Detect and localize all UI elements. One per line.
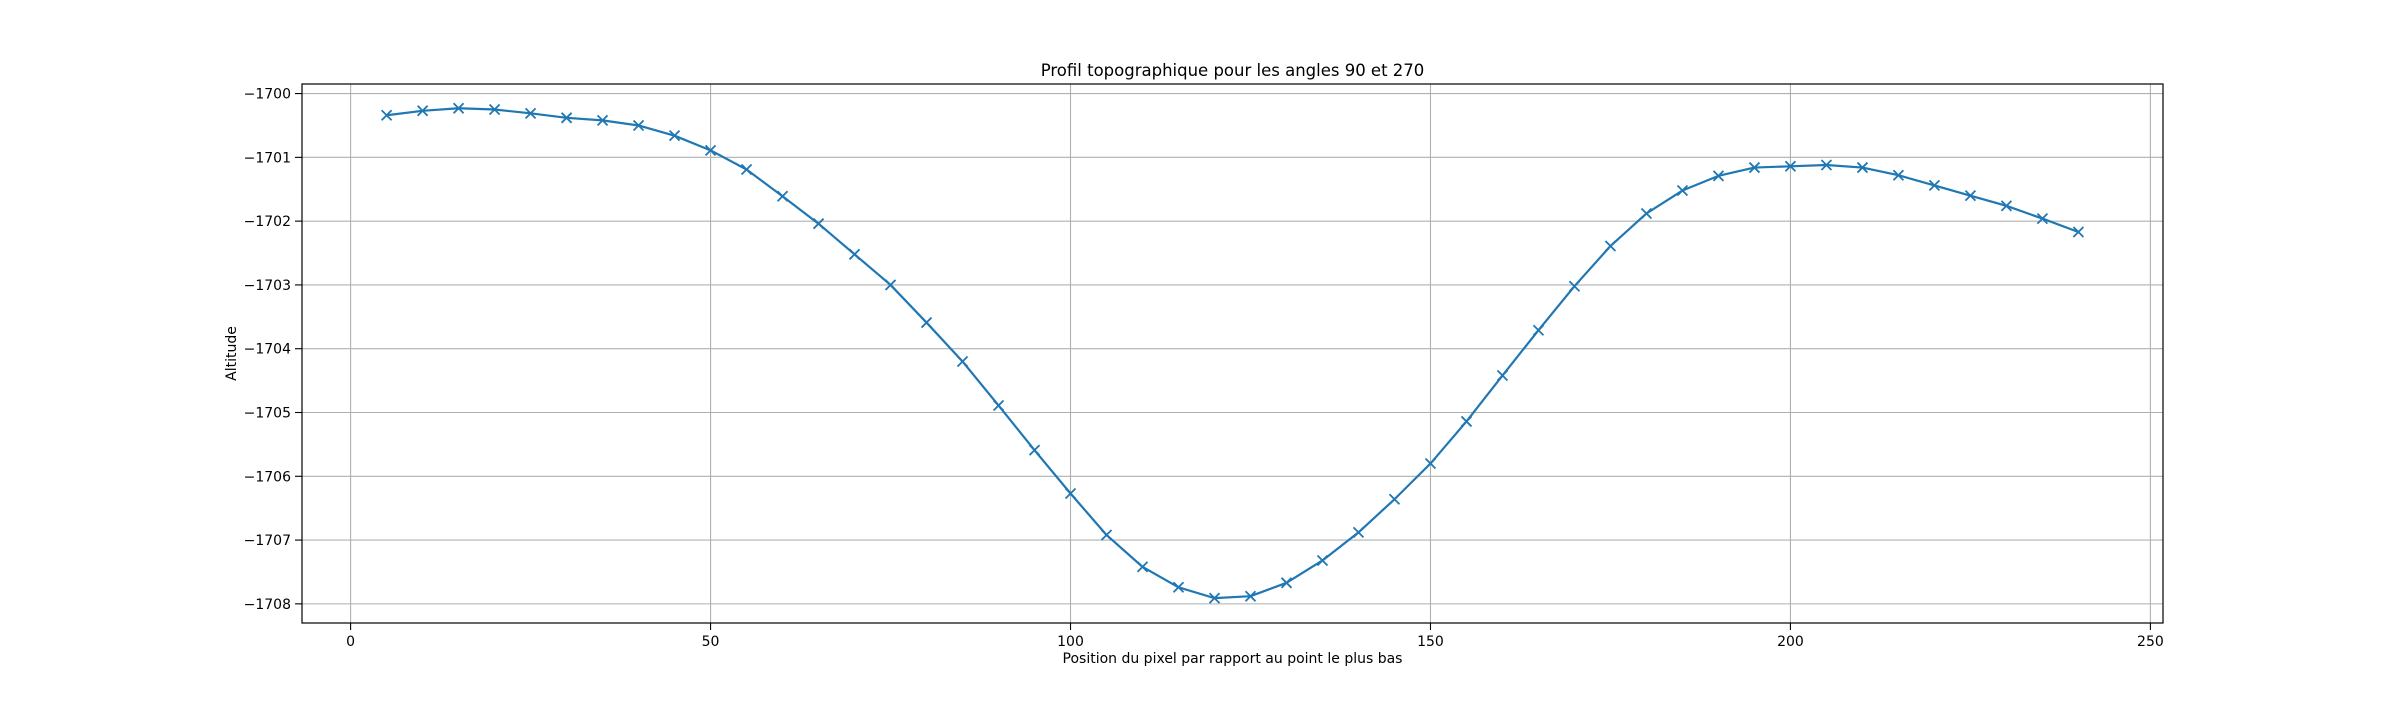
- grid-lines: [302, 84, 2163, 623]
- data-point-marker: [668, 130, 681, 142]
- data-point-marker: [1316, 554, 1329, 567]
- data-point-marker: [1208, 592, 1221, 604]
- plot-area-background: [302, 84, 2163, 623]
- axis-ticks: 0 50 100 150 200 250 −1708 −1707 −1706 −1705 −1704…: [244, 87, 2164, 650]
- data-point-marker: [1676, 184, 1689, 197]
- data-point-marker: [2036, 212, 2049, 225]
- data-point-marker: [776, 190, 789, 202]
- data-point-marker: [380, 109, 393, 121]
- data-point-marker: [1352, 526, 1365, 539]
- x-axis-label: Position du pixel par rapport au point l…: [1063, 651, 1403, 667]
- data-point-marker: [560, 112, 573, 124]
- data-point-marker: [1604, 240, 1617, 252]
- data-point-marker: [1028, 444, 1041, 456]
- data-point-marker: [1640, 207, 1653, 220]
- plot-frame: [301, 83, 2164, 624]
- data-point-marker: [740, 163, 753, 176]
- data-point-marker: [1064, 487, 1077, 500]
- data-point-marker: [1388, 493, 1401, 505]
- data-point-marker: [884, 279, 897, 291]
- data-point-marker: [1712, 170, 1725, 182]
- chart-title: Profil topographique pour les angles 90 …: [1041, 61, 1425, 80]
- y-tick-label: −1708: [244, 597, 291, 613]
- data-point-marker: [956, 355, 969, 368]
- x-tick-label: 100: [1057, 634, 1084, 650]
- y-tick-label: −1704: [244, 342, 291, 358]
- data-point-marker: [1964, 189, 1977, 202]
- data-point-marker: [812, 218, 825, 230]
- data-point-marker: [2072, 226, 2085, 238]
- data-point-marker: [1784, 160, 1797, 172]
- data-point-marker: [488, 103, 501, 116]
- y-tick-label: −1702: [244, 214, 291, 230]
- data-point-marker: [1820, 159, 1833, 171]
- data-point-marker: [1460, 415, 1473, 428]
- data-point-marker: [1244, 590, 1257, 602]
- y-tick-label: −1700: [244, 87, 291, 103]
- series-line: [385, 107, 2080, 600]
- data-point-marker: [596, 114, 609, 126]
- data-point-marker: [704, 144, 717, 156]
- x-tick-label: 50: [702, 634, 720, 650]
- y-tick-label: −1703: [244, 278, 291, 294]
- data-point-marker: [1532, 324, 1545, 336]
- data-point-marker: [2000, 200, 2013, 212]
- y-tick-label: −1706: [244, 469, 291, 485]
- data-point-marker: [416, 105, 429, 117]
- data-point-marker: [920, 316, 933, 329]
- data-point-marker: [524, 107, 537, 119]
- data-series: [380, 102, 2085, 604]
- data-point-marker: [1568, 280, 1581, 292]
- data-point-marker: [1100, 529, 1113, 541]
- data-point-marker: [1928, 179, 1941, 192]
- data-point-marker: [1136, 561, 1149, 573]
- y-axis-label: Altitude: [224, 326, 240, 381]
- data-point-marker: [1172, 581, 1185, 593]
- data-point-marker: [848, 248, 861, 260]
- data-point-marker: [1856, 161, 1869, 174]
- y-tick-label: −1707: [244, 533, 291, 549]
- data-point-marker: [992, 399, 1005, 412]
- x-tick-label: 0: [346, 634, 355, 650]
- data-point-marker: [1424, 457, 1437, 470]
- data-point-marker: [1280, 577, 1293, 589]
- data-point-marker: [452, 102, 465, 114]
- data-point-marker: [1748, 161, 1761, 174]
- x-tick-label: 200: [1777, 634, 1804, 650]
- y-tick-label: −1701: [244, 150, 291, 166]
- data-point-marker: [632, 119, 645, 132]
- data-point-marker: [1496, 369, 1509, 382]
- x-tick-label: 250: [2137, 634, 2164, 650]
- x-tick-label: 150: [1417, 634, 1444, 650]
- data-point-marker: [1892, 169, 1905, 181]
- y-tick-label: −1705: [244, 406, 291, 422]
